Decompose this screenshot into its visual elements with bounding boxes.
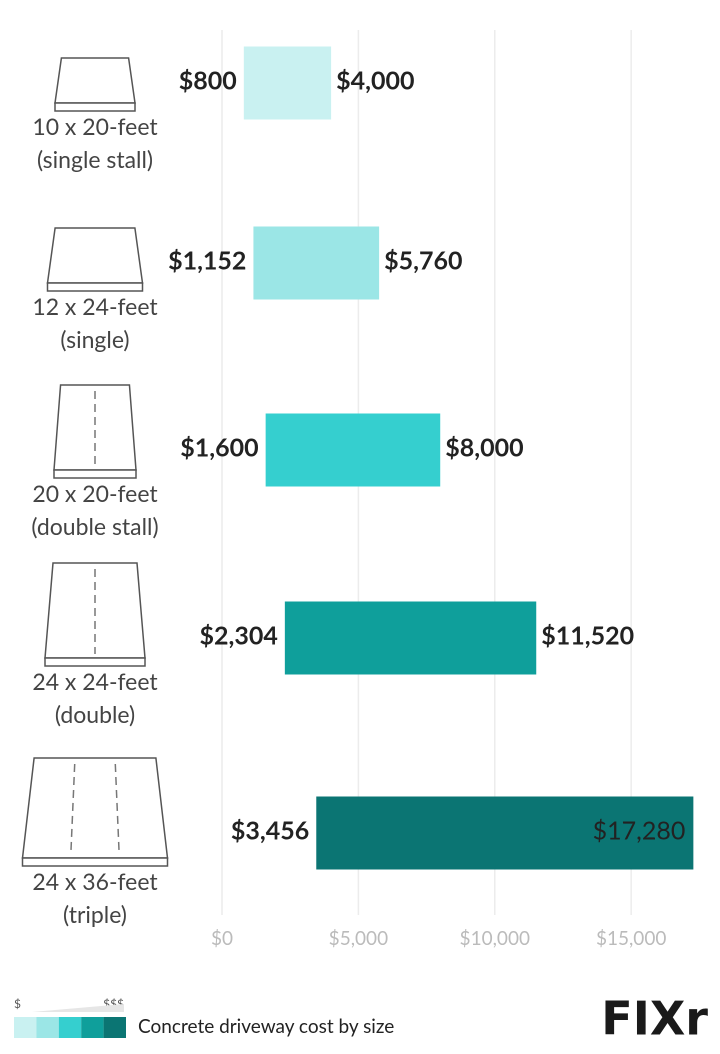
x-tick-label: $0	[211, 927, 233, 950]
legend-text: Concrete driveway cost by size	[138, 1015, 394, 1038]
driveway-icon	[54, 57, 136, 104]
driveway-icon-base	[46, 282, 144, 292]
driveway-icon-base	[54, 102, 136, 112]
category-label: 24 x 36-feet	[32, 867, 158, 895]
category-label: (triple)	[63, 900, 127, 928]
driveway-icon-base	[44, 657, 146, 667]
legend-swatch	[81, 1017, 104, 1038]
low-label: $3,456	[231, 815, 309, 845]
high-label: $5,760	[384, 245, 462, 275]
category-label: (single)	[60, 325, 129, 353]
driveway-icon-base	[21, 857, 169, 867]
legend-swatch	[14, 1017, 37, 1038]
driveway-icon-base	[53, 469, 137, 479]
high-label: $8,000	[445, 432, 523, 462]
low-label: $800	[179, 65, 237, 95]
legend-swatch	[103, 1017, 126, 1038]
high-label: $11,520	[541, 620, 634, 650]
category-label: (single stall)	[37, 145, 153, 173]
x-tick-label: $10,000	[460, 927, 530, 950]
driveway-icon	[21, 757, 169, 859]
high-label: $17,280	[593, 815, 686, 845]
bar	[284, 601, 537, 675]
x-tick-label: $15,000	[596, 927, 666, 950]
x-tick-label: $5,000	[329, 927, 388, 950]
category-label: 24 x 24-feet	[32, 667, 158, 695]
legend-swatch	[58, 1017, 82, 1038]
low-label: $1,600	[180, 432, 258, 462]
plot: $0 $5,000 $10,000 $15,000 10 x 20-feet (singl…	[14, 46, 694, 1038]
category-label: 12 x 24-feet	[32, 292, 158, 320]
lane-divider	[70, 763, 76, 855]
category-label: 10 x 20-feet	[32, 112, 158, 140]
brand-logo: FIXr	[601, 992, 708, 1046]
category-label: (double stall)	[31, 512, 158, 540]
legend-low: $	[14, 996, 21, 1011]
legend-wedge	[32, 1004, 124, 1012]
low-label: $1,152	[168, 245, 246, 275]
high-label: $4,000	[336, 65, 414, 95]
bar	[316, 796, 694, 870]
low-label: $2,304	[199, 620, 277, 650]
bar	[243, 46, 332, 120]
lane-divider	[114, 763, 120, 855]
bar	[265, 413, 441, 487]
driveway-icon	[46, 227, 144, 284]
bar	[253, 226, 380, 300]
category-label: 20 x 20-feet	[32, 479, 158, 507]
legend-swatch	[36, 1017, 59, 1038]
category-label: (double)	[55, 700, 135, 728]
